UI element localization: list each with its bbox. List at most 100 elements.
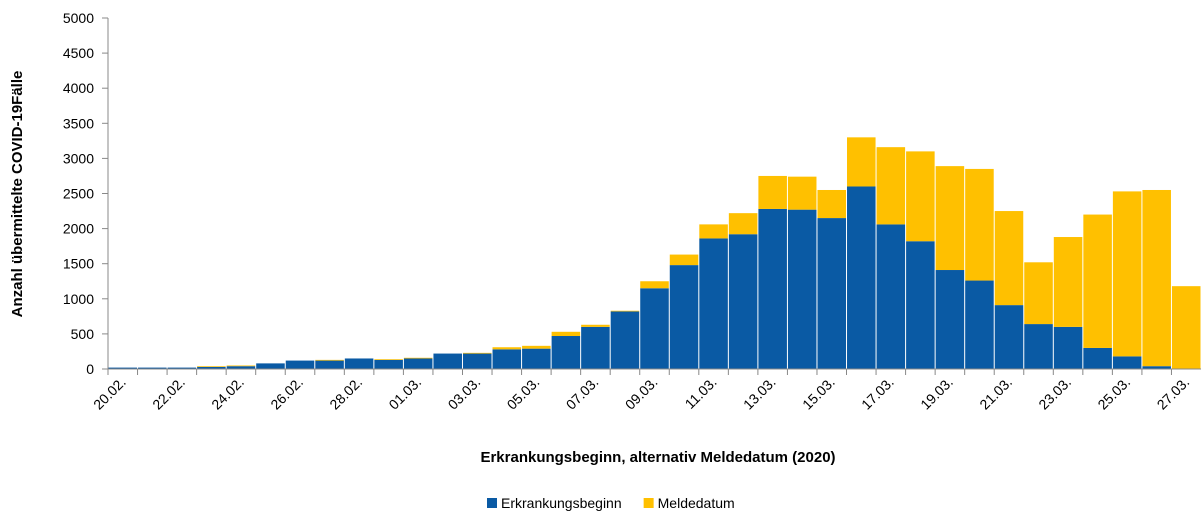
y-tick-label: 2000 (63, 221, 94, 237)
x-tick-label: 09.03. (622, 374, 661, 413)
bar-segment (374, 359, 403, 369)
bar-segment (758, 208, 787, 369)
bar-segment (1053, 237, 1083, 327)
x-tick-label: 15.03. (799, 374, 838, 413)
bar-segment (344, 358, 374, 369)
bar-segment (403, 358, 433, 369)
bar-segment (787, 176, 817, 210)
bar-segment (492, 349, 522, 369)
bar-segment (728, 234, 758, 369)
x-tick-label: 22.02. (149, 374, 188, 413)
bar-segment (226, 366, 256, 369)
x-tick-label: 07.03. (563, 374, 602, 413)
bar-segment (1142, 366, 1171, 369)
bar-segment (787, 209, 817, 369)
bar-segment (1112, 356, 1142, 369)
x-tick-label: 23.03. (1035, 374, 1074, 413)
bar-segment (522, 348, 551, 369)
bar-segment (640, 281, 669, 289)
bar-segment (669, 254, 699, 266)
bar-segment (965, 280, 994, 369)
y-tick-label: 5000 (63, 10, 94, 26)
x-tick-label: 17.03. (858, 374, 897, 413)
bar-segment (403, 357, 433, 359)
bar-segment (581, 326, 610, 369)
bar-segment (108, 367, 138, 369)
x-axis-title: Erkrankungsbeginn, alternativ Meldedatum… (480, 449, 835, 466)
bar-segment (226, 365, 256, 367)
x-tick-label: 19.03. (917, 374, 956, 413)
legend-swatch (487, 498, 497, 508)
bar-segment (994, 305, 1024, 369)
bar-segment (876, 147, 906, 225)
y-axis-title: Anzahl übermittelte COVID-19Fälle (9, 71, 26, 318)
bar-segment (935, 270, 965, 369)
bar-segment (374, 359, 403, 360)
bar-segment (1053, 326, 1083, 369)
y-tick-label: 4500 (63, 45, 94, 61)
y-tick-label: 1500 (63, 256, 94, 272)
y-tick-label: 1000 (63, 291, 94, 307)
y-tick-label: 0 (86, 361, 94, 377)
x-tick-label: 05.03. (504, 374, 543, 413)
bar-segment (817, 189, 847, 219)
x-tick-label: 11.03. (682, 374, 720, 412)
y-tick-label: 3500 (63, 115, 94, 131)
bar-segment (699, 224, 728, 239)
bar-segment (581, 324, 610, 327)
bar-segment (433, 353, 462, 369)
bar-segment (1083, 214, 1112, 348)
bar-segment (640, 288, 669, 369)
bar-segment (285, 360, 315, 369)
bar-segment (462, 352, 492, 354)
bar-segment (728, 213, 758, 235)
bar-segment (551, 336, 581, 369)
bar-segment (610, 311, 640, 369)
y-tick-label: 500 (71, 326, 95, 342)
legend-label: Meldedatum (658, 495, 735, 511)
bar-segment (965, 168, 994, 281)
x-tick-label: 27.03. (1154, 374, 1193, 413)
bar-segment (847, 137, 876, 187)
x-tick-label: 03.03. (445, 374, 484, 413)
bar-segment (1083, 347, 1112, 369)
bar-segment (551, 331, 581, 337)
bar-segment (1142, 189, 1171, 367)
legend-label: Erkrankungsbeginn (501, 495, 622, 511)
bar-segment (197, 366, 226, 369)
bar-segment (1112, 191, 1142, 357)
bar-segment (935, 166, 965, 271)
bar-segment (876, 224, 906, 369)
bar-segment (906, 241, 935, 369)
bar-segment (1024, 324, 1053, 369)
bar-segment (167, 367, 197, 369)
bar-segment (256, 363, 285, 369)
bar-segment (994, 211, 1024, 306)
bar-segment (522, 345, 551, 349)
bar-segment (610, 310, 640, 312)
bar-segment (817, 218, 847, 369)
bar-segment (462, 353, 492, 369)
bar-segment (699, 238, 728, 369)
bar-segment (669, 265, 699, 369)
x-tick-label: 24.02. (208, 374, 247, 413)
legend-swatch (643, 498, 654, 508)
x-tick-label: 20.02. (90, 374, 129, 413)
x-tick-label: 21.03. (976, 374, 1015, 413)
bar-segment (315, 359, 344, 361)
bar-segment (1171, 286, 1201, 369)
x-tick-label: 28.02. (326, 374, 365, 413)
bar-segment (758, 175, 787, 209)
x-tick-label: 01.03. (385, 374, 424, 413)
bar-segment (492, 347, 522, 350)
bar-segment (315, 360, 344, 369)
y-tick-label: 2500 (63, 186, 94, 202)
y-tick-label: 4000 (63, 80, 94, 96)
x-tick-label: 25.03. (1094, 374, 1133, 413)
bar-segment (138, 367, 167, 369)
bar-segment (1024, 262, 1053, 325)
bar-segment (847, 186, 876, 369)
x-tick-label: 26.02. (267, 374, 306, 413)
bar-segment (906, 151, 935, 242)
